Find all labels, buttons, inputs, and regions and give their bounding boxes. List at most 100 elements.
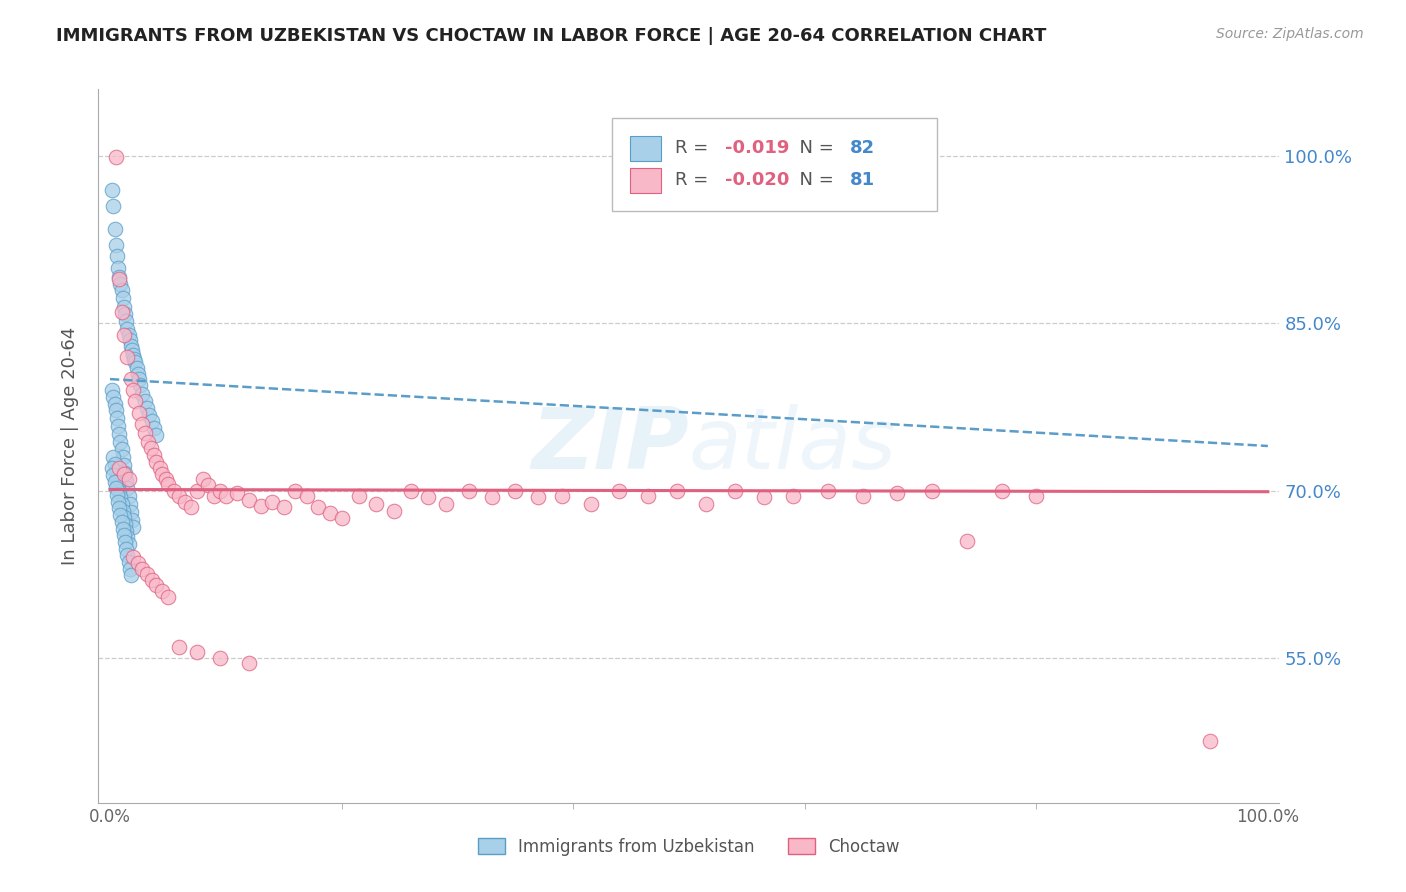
Point [458,483,481,498]
Point [141,414,163,429]
Text: ZIP: ZIP [531,404,689,488]
Point [107,419,129,434]
Point [117,350,139,364]
Point [124,355,146,369]
Point [208,483,231,498]
Point [107,477,129,491]
Point [122,550,145,565]
Point [226,485,249,500]
Point [112,510,135,524]
Point [956,533,979,548]
Point [103,450,125,465]
Point [990,483,1012,498]
Point [120,372,142,386]
Point [817,483,839,498]
Point [295,489,318,503]
Point [550,489,572,503]
Point [110,434,132,449]
Point [117,489,139,503]
Point [191,473,214,487]
Legend: Immigrants from Uzbekistan, Choctaw: Immigrants from Uzbekistan, Choctaw [471,831,907,863]
Point [124,352,146,367]
Point [127,367,149,381]
Point [143,421,166,435]
Point [120,339,142,353]
Point [124,394,146,409]
Point [105,470,128,484]
Point [186,645,208,659]
Point [110,491,132,505]
Text: atlas: atlas [689,404,897,488]
Text: 81: 81 [849,171,875,189]
Point [129,377,152,392]
Point [347,489,370,503]
Point [134,394,156,409]
Point [273,500,295,515]
Point [108,269,131,284]
Point [110,305,132,319]
Point [131,417,153,431]
Point [115,541,138,556]
Point [921,483,943,498]
Point [503,483,526,498]
Point [108,426,131,441]
Point [110,508,132,523]
Point [112,300,135,314]
Point [122,348,145,362]
Point [122,384,145,398]
Point [169,640,191,654]
Point [105,488,128,502]
Point [174,495,197,509]
Point [114,466,136,480]
Point [136,401,159,416]
Point [107,495,129,509]
Point [150,467,173,481]
Point [131,386,153,401]
Text: -0.020: -0.020 [724,171,789,189]
FancyBboxPatch shape [612,118,936,211]
Point [527,491,550,505]
Point [112,327,135,342]
Point [169,489,191,503]
Point [156,590,179,604]
Point [579,497,602,511]
Point [117,530,139,544]
Point [103,390,125,404]
Point [156,477,179,491]
Point [103,467,125,482]
Point [110,442,132,457]
Point [117,322,139,336]
Point [117,327,139,342]
Point [122,520,145,534]
Point [886,485,908,500]
Point [262,495,284,509]
Text: R =: R = [675,171,714,189]
Point [110,515,132,529]
Point [399,483,422,498]
Y-axis label: In Labor Force | Age 20-64: In Labor Force | Age 20-64 [60,326,79,566]
Point [117,537,139,551]
Point [101,461,124,475]
Point [307,500,329,515]
Point [121,512,143,526]
Point [637,489,659,503]
Point [202,489,225,503]
Point [695,497,717,511]
Point [105,411,128,425]
Text: N =: N = [789,139,839,157]
Point [141,573,163,587]
Point [104,150,127,164]
Point [145,428,167,442]
Point [118,333,141,347]
Point [666,483,689,498]
Point [1025,489,1047,503]
Point [114,516,136,531]
Point [107,260,129,275]
Point [418,491,440,505]
Text: 82: 82 [849,139,875,157]
Point [112,528,135,542]
Point [105,249,128,264]
Point [121,343,143,358]
Point [104,482,127,496]
Point [136,567,159,582]
